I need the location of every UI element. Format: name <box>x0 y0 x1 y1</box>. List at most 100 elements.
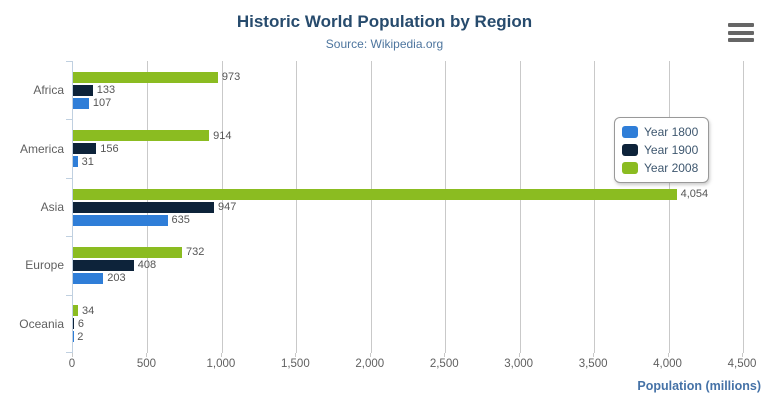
bar-asia-year-1800[interactable] <box>73 214 168 226</box>
bar-line: 34 <box>73 304 743 317</box>
value-axis-tick <box>72 353 73 357</box>
category-axis-tick <box>66 352 72 353</box>
bar-europe-year-1800[interactable] <box>73 272 104 284</box>
bar-oceania-year-1900[interactable] <box>73 318 74 330</box>
bar-line: 408 <box>73 259 743 272</box>
bar-africa-year-2008[interactable] <box>73 71 218 83</box>
gridline <box>743 61 744 353</box>
legend-symbol <box>622 162 638 174</box>
gridline <box>519 61 521 353</box>
data-label: 914 <box>213 129 232 142</box>
legend-item-year-1800[interactable]: Year 1800 <box>622 123 698 141</box>
bar-america-year-2008[interactable] <box>73 130 210 142</box>
bar-line: 947 <box>73 201 743 214</box>
chart-title: Historic World Population by Region <box>236 12 533 31</box>
value-axis-tick-label: 500 <box>136 358 157 370</box>
category-axis-tick <box>66 294 72 296</box>
gridline <box>668 61 670 353</box>
legend-item-year-1900[interactable]: Year 1900 <box>622 141 698 159</box>
gridline <box>221 61 223 353</box>
data-label: 732 <box>185 246 205 259</box>
legend-item-year-2008[interactable]: Year 2008 <box>622 159 698 177</box>
value-axis-tick <box>220 353 222 357</box>
bar-line: 973 <box>73 71 743 84</box>
value-axis-tick-label: 3,500 <box>578 358 608 370</box>
legend-item-label: Year 1900 <box>644 143 699 157</box>
category-label-asia: Asia <box>40 200 64 215</box>
category-axis-tick <box>66 119 72 121</box>
hamburger-icon <box>728 38 754 42</box>
data-label: 2 <box>77 330 84 343</box>
data-label: 973 <box>221 71 241 84</box>
category-row-africa: 973 133 107 <box>73 61 743 119</box>
bar-africa-year-1900[interactable] <box>73 84 93 96</box>
value-axis-labels: 0 500 1,000 1,500 2,000 2,500 3,000 3,500 4,000 4… <box>69 358 757 372</box>
chart-subtitle: Source: Wikipedia.org <box>325 37 444 51</box>
value-axis-tick-label: 4,000 <box>653 358 682 370</box>
legend: Year 1800 Year 1900 Year 2008 <box>614 117 710 183</box>
category-row-oceania: 34 6 2 <box>73 295 743 353</box>
value-axis-tick-label: 4,500 <box>727 358 757 370</box>
bar-line: 133 <box>73 84 743 97</box>
bar-line: 6 <box>73 317 743 330</box>
value-axis-tick <box>667 353 669 357</box>
context-menu-button[interactable] <box>728 23 754 42</box>
bar-asia-year-2008[interactable] <box>73 188 677 200</box>
data-label: 31 <box>81 155 94 168</box>
bar-line: 914 <box>73 129 743 142</box>
gridline <box>445 61 447 353</box>
legend-item-label: Year 1800 <box>644 125 699 139</box>
category-label-europe: Europe <box>25 258 64 273</box>
category-axis-ticks <box>66 61 72 353</box>
plot-area: 973 133 107 914 156 31 4,054 947 635 732 408 203 34 6… <box>72 61 744 353</box>
bar-europe-year-2008[interactable] <box>73 246 182 258</box>
category-row-asia: 4,054 947 635 <box>73 178 743 236</box>
category-row-europe: 732 408 203 <box>73 236 743 294</box>
data-label: 133 <box>96 84 116 97</box>
value-axis-tick <box>295 353 297 357</box>
data-label: 107 <box>92 97 112 110</box>
data-label: 156 <box>100 142 119 155</box>
value-axis-tick <box>742 353 743 357</box>
bar-line: 203 <box>73 272 743 285</box>
category-axis-labels: Africa America Asia Europe Oceania <box>0 61 64 353</box>
value-axis-tick-label: 1,500 <box>280 358 310 370</box>
category-axis-tick <box>66 177 72 179</box>
category-axis-tick <box>66 61 72 62</box>
category-label-oceania: Oceania <box>19 316 64 331</box>
bar-line: 732 <box>73 246 743 259</box>
value-axis-ticks <box>72 353 743 358</box>
data-label: 203 <box>107 272 126 285</box>
bar-line: 156 <box>73 142 743 155</box>
category-axis-tick <box>66 236 72 238</box>
value-axis-tick <box>146 353 148 357</box>
value-axis-tick-label: 3,000 <box>504 358 534 370</box>
category-label-africa: Africa <box>33 83 64 98</box>
data-label: 34 <box>82 304 95 317</box>
bar-africa-year-1800[interactable] <box>73 97 89 109</box>
bar-line: 107 <box>73 97 743 110</box>
bar-asia-year-1900[interactable] <box>73 201 214 213</box>
gridline <box>296 61 298 353</box>
bar-america-year-1900[interactable] <box>73 143 97 155</box>
data-label: 408 <box>137 259 157 272</box>
bar-oceania-year-2008[interactable] <box>73 305 79 317</box>
legend-item-label: Year 2008 <box>644 161 699 175</box>
hamburger-icon <box>728 23 754 27</box>
data-label: 635 <box>171 214 190 227</box>
gridline <box>370 61 372 353</box>
value-axis-tick <box>444 353 446 357</box>
legend-symbol <box>622 126 638 138</box>
value-axis-tick <box>369 353 371 357</box>
bar-line: 635 <box>73 214 743 227</box>
hamburger-icon <box>728 30 754 35</box>
value-axis-tick-label: 1,000 <box>206 358 236 370</box>
data-label: 947 <box>217 201 237 214</box>
legend-symbol <box>622 144 638 156</box>
category-label-america: America <box>19 141 64 156</box>
bar-europe-year-1900[interactable] <box>73 259 134 271</box>
gridline <box>594 61 596 353</box>
bar-america-year-1800[interactable] <box>73 156 78 168</box>
value-axis-tick <box>518 353 520 357</box>
